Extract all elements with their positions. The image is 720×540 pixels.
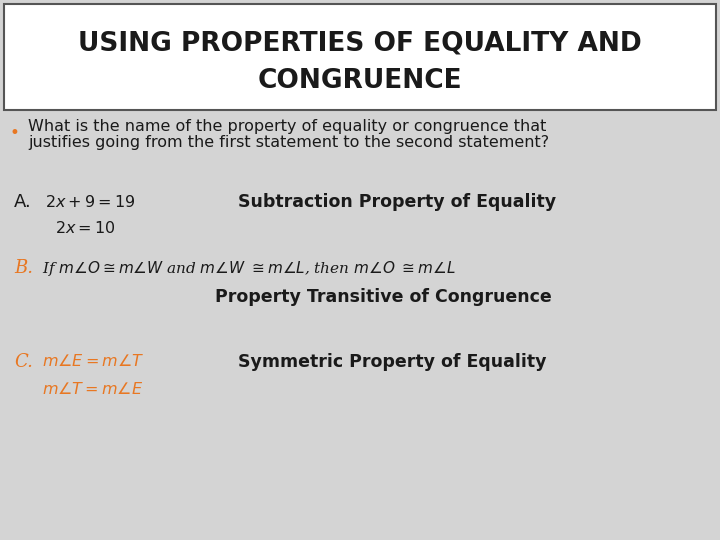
Text: $2x = 10$: $2x = 10$ <box>55 220 115 236</box>
Text: If $m\angle O  \cong m\angle W$ and $m\angle W$ $\cong m\angle L$, then $m\angle: If $m\angle O \cong m\angle W$ and $m\an… <box>42 259 456 278</box>
Text: A.: A. <box>14 193 32 211</box>
Text: $2x + 9 = 19$: $2x + 9 = 19$ <box>45 194 135 210</box>
Text: Property Transitive of Congruence: Property Transitive of Congruence <box>215 288 552 306</box>
Text: Symmetric Property of Equality: Symmetric Property of Equality <box>238 353 546 371</box>
Text: USING PROPERTIES OF EQUALITY AND: USING PROPERTIES OF EQUALITY AND <box>78 30 642 56</box>
FancyBboxPatch shape <box>4 4 716 110</box>
Text: justifies going from the first statement to the second statement?: justifies going from the first statement… <box>28 136 549 151</box>
Text: CONGRUENCE: CONGRUENCE <box>258 68 462 94</box>
Text: C.: C. <box>14 353 33 371</box>
Text: B.: B. <box>14 259 33 277</box>
Text: $m\angle T = m\angle E$: $m\angle T = m\angle E$ <box>42 381 143 399</box>
Text: What is the name of the property of equality or congruence that: What is the name of the property of equa… <box>28 118 546 133</box>
Text: $m\angle E = m\angle T$: $m\angle E = m\angle T$ <box>42 354 145 370</box>
Text: Subtraction Property of Equality: Subtraction Property of Equality <box>238 193 556 211</box>
Text: •: • <box>10 124 20 142</box>
